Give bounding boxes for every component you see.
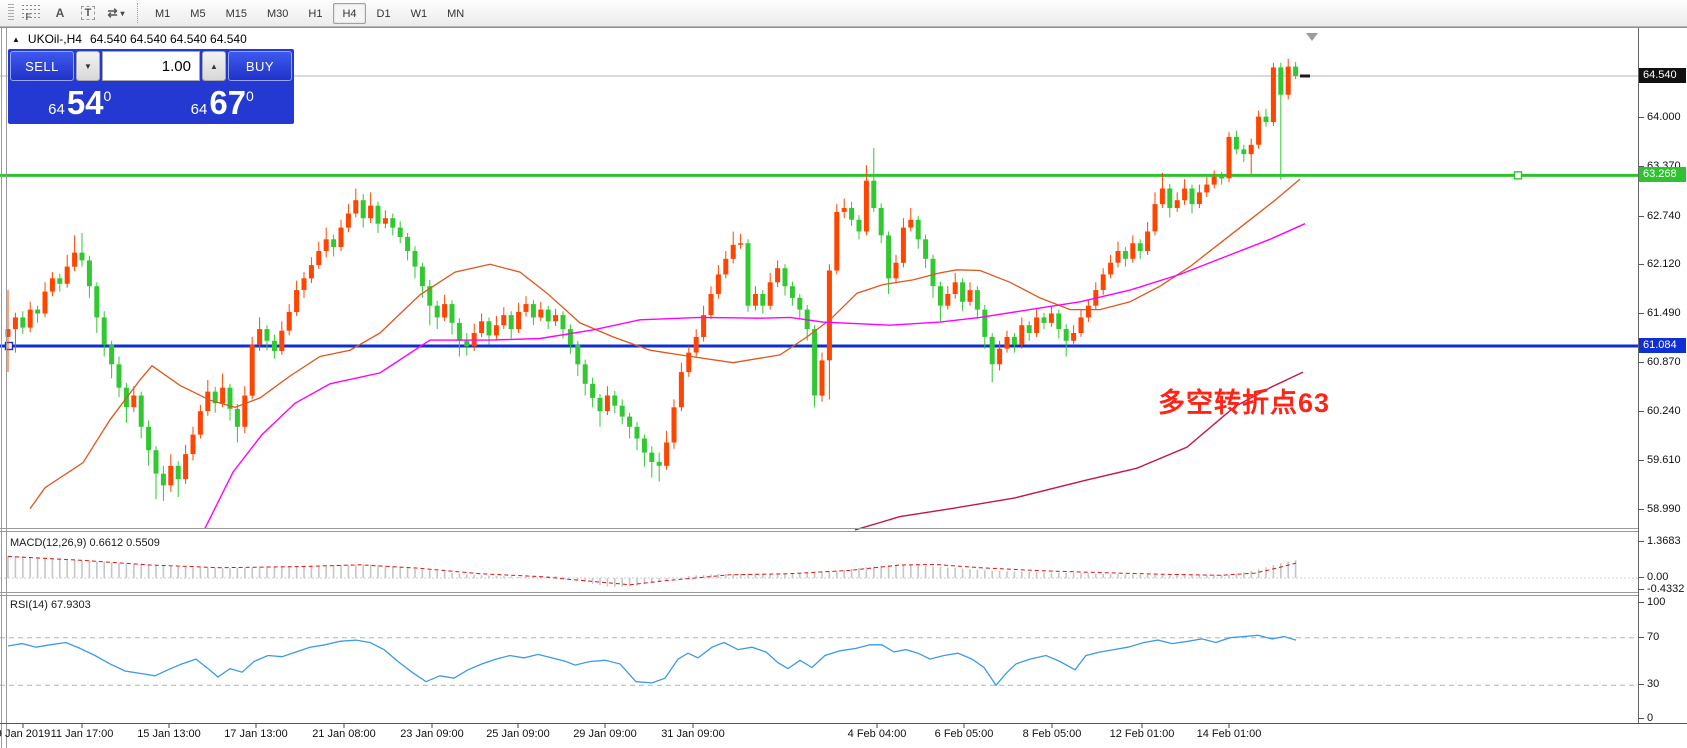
date-label: 11 Jan 17:00 [50, 728, 114, 740]
date-label: 17 Jan 13:00 [224, 728, 288, 740]
price-tick-label: 61.490 [1639, 307, 1681, 320]
date-axis[interactable]: 9 Jan 2019 11 Jan 17:00 15 Jan 13:00 17 Jan… [0, 723, 1687, 748]
date-label: 29 Jan 09:00 [573, 728, 637, 740]
timeframe-button-m15[interactable]: M15 [225, 7, 247, 20]
price-tick-label: 58.990 [1639, 502, 1681, 515]
volume-down-spinner[interactable]: ▼ [76, 51, 100, 81]
rsi-scale-label: 30 [1638, 678, 1660, 690]
date-label: 6 Feb 05:00 [934, 728, 994, 740]
price-axis-line [1638, 28, 1639, 723]
price-badge-63.268: 63.268 [1639, 167, 1686, 183]
frame-top-line [0, 27, 1687, 28]
sell-price-whole: 64 [48, 101, 65, 118]
pane-separator-chart-macd2[interactable] [0, 531, 1638, 532]
rsi-label: RSI(14) 67.9303 [10, 599, 91, 611]
macd-scale-label: 1.3683 [1639, 535, 1681, 547]
line-handle[interactable] [4, 341, 14, 351]
buy-price-whole: 64 [190, 101, 208, 118]
date-label: 12 Feb 01:00 [1109, 728, 1175, 740]
ohlc-values: 64.540 64.540 64.540 64.540 [89, 32, 247, 46]
rsi-scale-label: 0 [1638, 712, 1654, 724]
ma-mid-line [204, 223, 1306, 529]
timeframe-button-h4[interactable]: H4 [333, 2, 366, 24]
timeframe-button-m5[interactable]: M5 [190, 7, 206, 20]
timeframe-button-w1[interactable]: W1 [410, 7, 428, 20]
sell-price-point: 0 [103, 88, 112, 104]
symbol-title: UKOil-,H4 [27, 32, 82, 46]
annotation-text[interactable]: 多空转折点63 [1158, 388, 1331, 418]
frame-left-line2 [6, 28, 7, 748]
drawing-tools-group: F A T ⇄ ▾ [18, 2, 130, 24]
sell-price-display[interactable]: 64 54 0 [10, 83, 150, 122]
sell-price-pips: 54 [66, 84, 104, 121]
sell-button[interactable]: SELL [10, 51, 74, 81]
price-tick-label: 59.610 [1639, 454, 1681, 467]
volume-up-spinner[interactable]: ▲ [202, 51, 226, 81]
price-tick-label: 60.240 [1639, 404, 1681, 417]
date-label: 21 Jan 08:00 [312, 728, 376, 740]
macd-histogram [7, 555, 1297, 587]
price-tick-label: 62.740 [1639, 209, 1681, 222]
pane-separator-chart-macd[interactable] [0, 528, 1638, 529]
toolbar-grip[interactable] [8, 4, 14, 22]
buy-button[interactable]: BUY [228, 51, 292, 81]
rsi-line [7, 634, 1297, 687]
pane-separator-macd-rsi2[interactable] [0, 595, 1638, 596]
price-tick-label: 62.120 [1639, 258, 1681, 271]
date-label: 15 Jan 13:00 [137, 728, 201, 740]
macd-scale-label: -0.4332 [1638, 583, 1685, 595]
frame-left-line [1, 28, 2, 748]
timeframe-button-h1[interactable]: H1 [308, 7, 323, 20]
fibonacci-tool-icon[interactable]: F [19, 2, 45, 24]
price-tick-label: 60.870 [1639, 355, 1681, 368]
date-label: 8 Feb 05:00 [1022, 728, 1082, 740]
text-label-tool-icon[interactable]: A [55, 6, 65, 20]
buy-price-point: 0 [246, 88, 254, 104]
one-click-trade-panel: SELL ▼ 1.00 ▲ BUY 64 54 0 64 67 0 [8, 49, 294, 124]
ma-fast-line [29, 178, 1301, 510]
timeframe-button-m30[interactable]: M30 [266, 7, 289, 20]
chart-shift-marker-icon[interactable] [1306, 33, 1318, 41]
macd-label: MACD(12,26,9) 0.6612 0.5509 [10, 537, 160, 549]
macd-signal-line [7, 555, 1297, 586]
arrows-tool-icon[interactable]: ⇄ ▾ [107, 6, 125, 20]
date-label: 31 Jan 09:00 [661, 728, 725, 740]
timeframe-button-m1[interactable]: M1 [155, 7, 171, 20]
text-box-tool-icon[interactable]: T [75, 2, 101, 24]
timeframe-button-d1[interactable]: D1 [376, 7, 391, 20]
price-axis[interactable]: 64.00063.37062.74062.12061.49060.87060.2… [1638, 27, 1687, 724]
chart-header: ▲ UKOil-,H4 64.540 64.540 64.540 64.540 [12, 32, 247, 46]
timeframe-button-mn[interactable]: MN [447, 7, 465, 20]
rsi-scale-label: 70 [1638, 631, 1660, 643]
rsi-scale-label: 100 [1638, 596, 1666, 608]
timeframe-group: M1 M5 M15 M30 H1 H4 D1 W1 MN [145, 2, 474, 24]
price-badge-61.084: 61.084 [1639, 338, 1686, 353]
collapse-triangle-icon[interactable]: ▲ [12, 34, 20, 44]
line-handle[interactable] [1513, 171, 1523, 180]
date-label: 9 Jan 2019 [0, 728, 51, 740]
macd-scale-label: 0.00 [1638, 571, 1669, 583]
candles-layer [5, 58, 1299, 501]
date-axis-line [0, 723, 1687, 724]
buy-price-display[interactable]: 64 67 0 [152, 83, 292, 122]
date-label: 14 Feb 01:00 [1196, 728, 1262, 740]
top-toolbar: F A T ⇄ ▾ M1 M5 M15 M30 H1 H4 D1 W1 MN [0, 0, 1687, 27]
price-badge-current: 64.540 [1639, 68, 1686, 83]
date-label: 23 Jan 09:00 [400, 728, 464, 740]
buy-price-pips: 67 [209, 84, 247, 121]
date-label: 25 Jan 09:00 [486, 728, 550, 740]
date-label: 4 Feb 04:00 [847, 728, 907, 740]
toolbar-separator [137, 3, 138, 23]
ma-slow-line [854, 371, 1304, 531]
price-tick-label: 64.000 [1639, 111, 1681, 124]
volume-field[interactable]: 1.00 [102, 51, 200, 81]
pane-separator-macd-rsi[interactable] [0, 592, 1638, 593]
